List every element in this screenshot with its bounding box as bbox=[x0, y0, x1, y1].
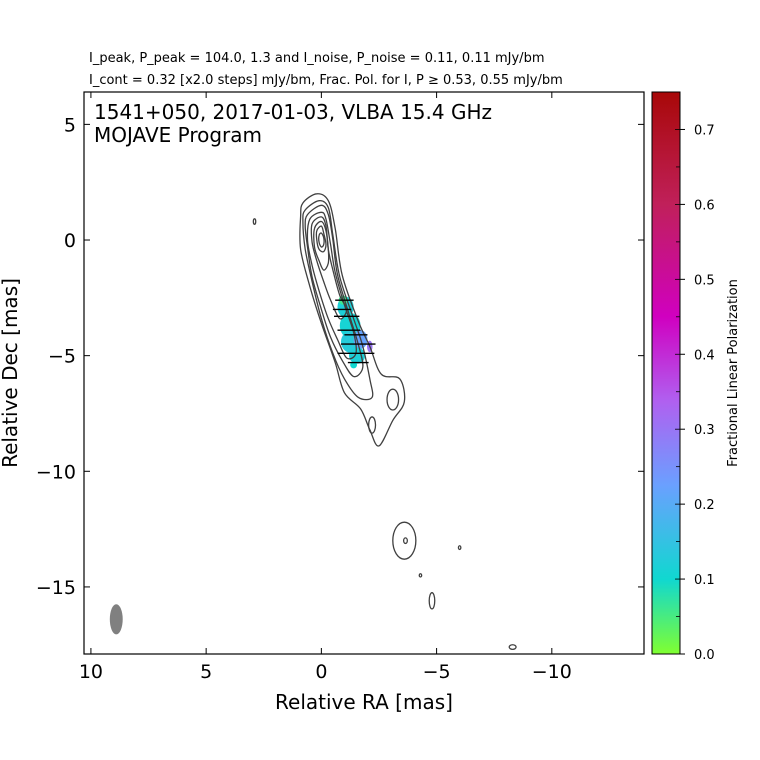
plot-frame bbox=[83, 91, 645, 655]
contour-island-0 bbox=[386, 388, 400, 411]
colorbar-tick-label-7: 0.7 bbox=[694, 123, 715, 138]
header-line-1: I_peak, P_peak = 104.0, 1.3 and I_noise,… bbox=[89, 51, 544, 66]
colorbar-tick-label-2: 0.2 bbox=[694, 498, 715, 513]
colorbar-tick-label-4: 0.4 bbox=[694, 348, 715, 363]
contour-level-32 bbox=[313, 220, 330, 271]
contour-island-5 bbox=[457, 545, 462, 551]
contour-island-7 bbox=[428, 592, 436, 610]
y-tick-label-1: 0 bbox=[64, 230, 76, 252]
colorbar-tick-label-0: 0.0 bbox=[694, 648, 715, 663]
chart-title: 1541+050, 2017-01-03, VLBA 15.4 GHz bbox=[94, 100, 492, 124]
x-tick-label-0: 10 bbox=[79, 661, 103, 683]
colorbar-tick-label-5: 0.5 bbox=[694, 273, 715, 288]
contour-level-2 bbox=[302, 199, 374, 401]
x-axis-label: Relative RA [mas] bbox=[275, 690, 453, 714]
contour-island-1 bbox=[367, 416, 377, 434]
contour-level-128 bbox=[318, 232, 325, 248]
contour-island-3 bbox=[402, 537, 408, 545]
contour-level-64 bbox=[315, 225, 327, 253]
x-tick-label-1: 5 bbox=[200, 661, 212, 683]
colorbar-label: Fractional Linear Polarization bbox=[726, 279, 741, 467]
y-tick-label-3: −10 bbox=[36, 461, 76, 483]
contour-island-8 bbox=[508, 644, 517, 651]
colorbar-tick-label-6: 0.6 bbox=[694, 198, 715, 213]
beam-ellipse bbox=[109, 604, 123, 635]
contour-level-1 bbox=[299, 193, 406, 447]
colorbar-tick-label-3: 0.3 bbox=[694, 423, 715, 438]
y-tick-label-4: −15 bbox=[36, 577, 76, 599]
x-tick-label-3: −5 bbox=[423, 661, 451, 683]
plot-area bbox=[84, 92, 644, 654]
colorbar-ticks: 0.0 0.1 0.2 0.3 0.4 0.5 0.6 0.7 bbox=[675, 91, 715, 663]
contour-island-4 bbox=[252, 218, 257, 225]
header-line-2: I_cont = 0.32 [x2.0 steps] mJy/bm, Frac.… bbox=[89, 73, 563, 88]
y-tick-label-0: 5 bbox=[64, 114, 76, 136]
colorbar bbox=[651, 91, 681, 655]
x-tick-label-2: 0 bbox=[315, 661, 327, 683]
polarization-patch-4 bbox=[349, 347, 366, 364]
plot-layer bbox=[109, 193, 517, 651]
contour-island-6 bbox=[418, 573, 423, 578]
axis-ticks: 10 5 0 −5 −10 5 0 −5 −10 −15 bbox=[36, 92, 644, 683]
y-tick-label-2: −5 bbox=[48, 346, 76, 368]
colorbar-tick-label-1: 0.1 bbox=[694, 573, 715, 588]
chart-subtitle: MOJAVE Program bbox=[94, 123, 262, 147]
y-axis-label: Relative Dec [mas] bbox=[0, 278, 22, 468]
x-tick-label-4: −10 bbox=[532, 661, 572, 683]
contour-level-4 bbox=[304, 204, 364, 378]
contour-island-2 bbox=[392, 521, 417, 560]
